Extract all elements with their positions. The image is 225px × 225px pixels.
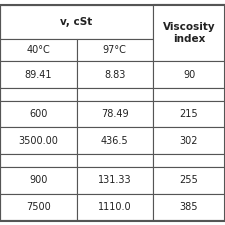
Text: 600: 600: [29, 109, 47, 119]
Text: 385: 385: [180, 202, 198, 212]
Bar: [0, 167, 76, 194]
Bar: [0, 194, 76, 220]
Bar: [76, 167, 153, 194]
Text: 8.83: 8.83: [104, 70, 126, 80]
Bar: [153, 4, 225, 61]
Bar: [76, 101, 153, 128]
Bar: [76, 61, 153, 88]
Text: 97°C: 97°C: [103, 45, 127, 55]
Text: 78.49: 78.49: [101, 109, 128, 119]
Bar: [76, 154, 153, 167]
Text: 131.33: 131.33: [98, 175, 132, 185]
Bar: [0, 154, 76, 167]
Text: 215: 215: [180, 109, 198, 119]
Text: 90: 90: [183, 70, 195, 80]
Bar: [153, 61, 225, 88]
Bar: [153, 154, 225, 167]
Text: v, cSt: v, cSt: [60, 17, 93, 27]
Text: Viscosity
index: Viscosity index: [163, 22, 215, 44]
Bar: [0, 88, 76, 101]
Bar: [0, 101, 76, 128]
Text: 900: 900: [29, 175, 47, 185]
Text: 40°C: 40°C: [26, 45, 50, 55]
Bar: [153, 194, 225, 220]
Bar: [0, 39, 76, 61]
Bar: [153, 167, 225, 194]
Text: 89.41: 89.41: [25, 70, 52, 80]
Text: 436.5: 436.5: [101, 136, 128, 146]
Bar: [153, 101, 225, 128]
Bar: [76, 39, 153, 61]
Text: 3500.00: 3500.00: [18, 136, 58, 146]
Bar: [0, 4, 153, 39]
Text: 255: 255: [180, 175, 198, 185]
Bar: [76, 128, 153, 154]
Text: 1110.0: 1110.0: [98, 202, 132, 212]
Bar: [76, 194, 153, 220]
Bar: [0, 61, 76, 88]
Bar: [0, 128, 76, 154]
Text: 302: 302: [180, 136, 198, 146]
Bar: [153, 88, 225, 101]
Bar: [76, 88, 153, 101]
Bar: [153, 128, 225, 154]
Text: 7500: 7500: [26, 202, 51, 212]
